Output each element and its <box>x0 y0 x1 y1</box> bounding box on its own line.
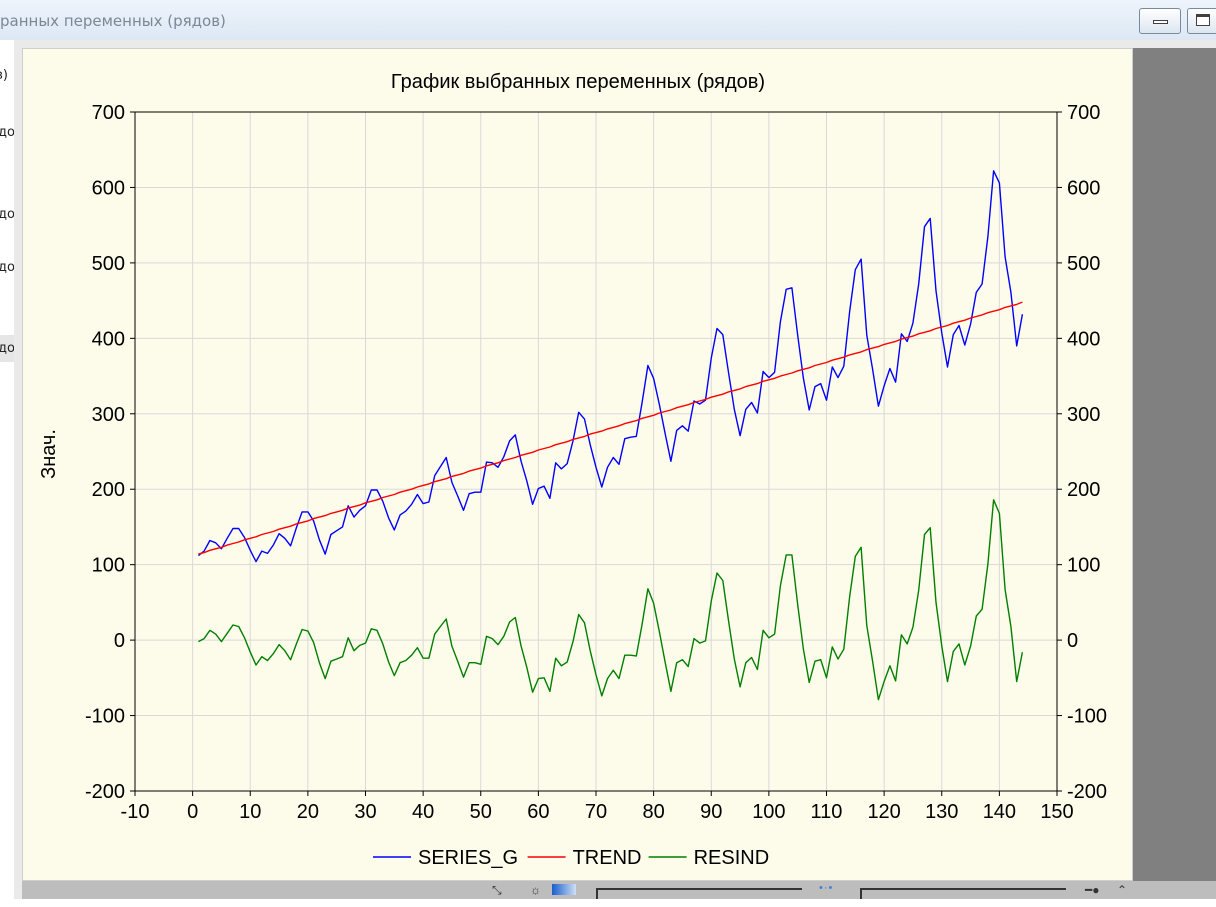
x-tick-label: 30 <box>354 801 376 823</box>
y-tick-label-left: 700 <box>92 102 125 124</box>
series-line-trend <box>198 301 1023 555</box>
minimize-button[interactable] <box>1139 8 1181 34</box>
y-tick-label-left: 400 <box>92 328 125 350</box>
y-tick-label-right: -200 <box>1067 781 1107 803</box>
left-panel: з) до до до до <box>0 40 15 907</box>
x-tick-label: -10 <box>121 801 150 823</box>
zoom-icon[interactable]: ⤡ <box>492 883 502 897</box>
left-panel-item-selected[interactable]: до <box>0 335 14 362</box>
x-tick-label: 10 <box>239 801 261 823</box>
y-tick-label-right: 500 <box>1067 253 1100 275</box>
y-tick-label-right: 400 <box>1067 328 1100 350</box>
y-tick-label-right: -100 <box>1067 706 1107 728</box>
minimize-icon <box>1153 20 1168 24</box>
series-line-resind <box>198 499 1024 701</box>
status-strip <box>14 899 1216 907</box>
y-tick-label-right: 0 <box>1067 630 1078 652</box>
y-tick-label-left: -100 <box>85 706 125 728</box>
x-tick-label: 0 <box>187 801 198 823</box>
x-tick-label: 20 <box>297 801 319 823</box>
slider-handle[interactable] <box>596 889 598 902</box>
x-tick-label: 40 <box>412 801 434 823</box>
chevron-up-icon[interactable]: ⌃ <box>1117 883 1128 897</box>
series-layer <box>197 170 1024 701</box>
y-tick-label-right: 300 <box>1067 404 1100 426</box>
x-tick-label: 130 <box>925 801 958 823</box>
x-tick-label: 80 <box>643 801 665 823</box>
x-tick-label: 150 <box>1040 801 1073 823</box>
legend-label: RESIND <box>694 847 770 869</box>
line-chart: -10 0 10 20 30 40 50 60 70 80 90 100 110 120 130 140 150… <box>38 71 1107 869</box>
y-tick-label-left: 200 <box>92 479 125 501</box>
legend: SERIES_G TREND RESIND <box>373 847 769 869</box>
x-tick-label: 90 <box>700 801 722 823</box>
left-panel-item[interactable]: до <box>0 207 15 222</box>
x-tick-label: 70 <box>585 801 607 823</box>
x-tick-label: 120 <box>867 801 900 823</box>
restore-icon <box>1196 14 1210 26</box>
y-tick-label-right: 700 <box>1067 102 1100 124</box>
chart-toolbar: ⤡ ☼ •·• ━● ⌃ <box>22 881 1216 902</box>
series-line-series-g <box>197 170 1024 563</box>
x-tick-label: 140 <box>983 801 1016 823</box>
left-panel-item[interactable]: з) <box>0 68 8 83</box>
settings-icon[interactable]: ☼ <box>530 883 541 897</box>
left-panel-item[interactable]: до <box>0 125 15 140</box>
y-tick-label-right: 100 <box>1067 555 1100 577</box>
y-tick-label-left: 500 <box>92 253 125 275</box>
y-tick-label-right: 200 <box>1067 479 1100 501</box>
grid <box>135 112 1057 791</box>
axes: -10 0 10 20 30 40 50 60 70 80 90 100 110 120 130 140 150… <box>85 102 1107 823</box>
horizontal-slider[interactable] <box>860 888 1066 902</box>
y-tick-label-left: 600 <box>92 177 125 199</box>
y-tick-label-left: 100 <box>92 555 125 577</box>
y-tick-label-left: 0 <box>114 630 125 652</box>
y-tick-label-right: 600 <box>1067 177 1100 199</box>
pin-icon[interactable]: ━● <box>1085 883 1100 897</box>
x-tick-label: 110 <box>811 801 843 823</box>
x-tick-label: 60 <box>527 801 549 823</box>
legend-label: SERIES_G <box>418 847 518 869</box>
y-tick-label-left: -200 <box>85 781 125 803</box>
restore-button[interactable] <box>1187 8 1216 34</box>
window-titlebar: ранных переменных (рядов) <box>0 0 1216 41</box>
dots-icon: •·• <box>819 882 834 894</box>
window-title: ранных переменных (рядов) <box>0 12 226 30</box>
left-panel-item[interactable]: до <box>0 260 15 275</box>
legend-label: TREND <box>573 847 642 869</box>
horizontal-slider[interactable] <box>596 888 802 902</box>
chart-title: График выбранных переменных (рядов) <box>391 71 765 93</box>
slider-handle[interactable] <box>860 889 862 902</box>
y-axis-label: Знач. <box>38 429 60 479</box>
x-tick-label: 100 <box>752 801 785 823</box>
x-tick-label: 50 <box>470 801 492 823</box>
chart-area: -10 0 10 20 30 40 50 60 70 80 90 100 110 120 130 140 150… <box>22 48 1133 881</box>
y-tick-label-left: 300 <box>92 404 125 426</box>
color-scale-icon[interactable] <box>552 884 576 895</box>
empty-workspace <box>1133 48 1216 881</box>
